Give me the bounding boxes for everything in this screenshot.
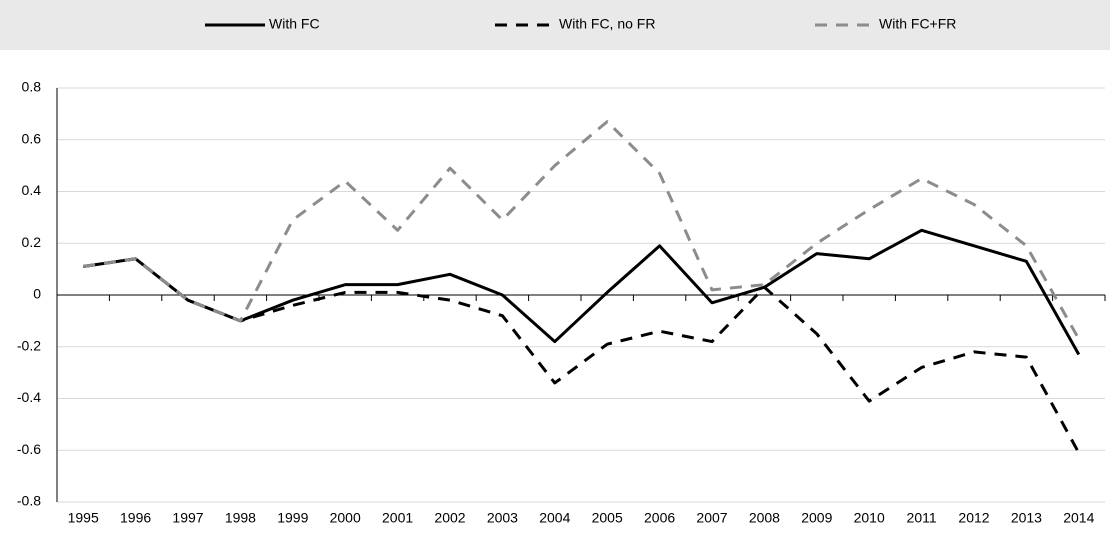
legend-label: With FC+FR xyxy=(879,16,956,32)
y-tick-label: -0.8 xyxy=(17,493,41,509)
x-tick-label: 2013 xyxy=(1011,510,1042,526)
x-tick-label: 2003 xyxy=(487,510,518,526)
x-tick-label: 2000 xyxy=(330,510,361,526)
series-line xyxy=(82,228,1081,356)
series-line xyxy=(82,257,1081,454)
x-tick-label: 1997 xyxy=(172,510,203,526)
legend-label: With FC, no FR xyxy=(559,16,655,32)
y-tick-label: 0.6 xyxy=(22,130,42,146)
legend-label: With FC xyxy=(269,16,320,32)
x-tick-label: 1998 xyxy=(225,510,256,526)
legend-background xyxy=(0,0,1110,50)
x-tick-label: 2008 xyxy=(749,510,780,526)
x-tick-label: 2004 xyxy=(539,510,570,526)
y-tick-label: 0 xyxy=(33,286,41,302)
x-tick-label: 2001 xyxy=(382,510,413,526)
x-tick-label: 1999 xyxy=(277,510,308,526)
series-line xyxy=(82,120,1081,340)
y-tick-label: 0.2 xyxy=(22,234,42,250)
y-tick-label: 0.8 xyxy=(22,79,42,95)
x-tick-label: 2006 xyxy=(644,510,675,526)
x-tick-label: 2011 xyxy=(907,510,937,526)
x-tick-label: 1995 xyxy=(68,510,99,526)
x-tick-label: 2010 xyxy=(854,510,885,526)
y-tick-label: -0.4 xyxy=(17,389,41,405)
x-tick-label: 2014 xyxy=(1063,510,1094,526)
y-tick-label: -0.2 xyxy=(17,337,41,353)
x-tick-label: 2005 xyxy=(592,510,623,526)
x-tick-label: 1996 xyxy=(120,510,151,526)
x-tick-label: 2002 xyxy=(434,510,465,526)
x-tick-label: 2007 xyxy=(696,510,727,526)
y-tick-label: -0.6 xyxy=(17,441,41,457)
y-tick-label: 0.4 xyxy=(22,182,42,198)
x-tick-label: 2012 xyxy=(958,510,989,526)
x-tick-label: 2009 xyxy=(801,510,832,526)
